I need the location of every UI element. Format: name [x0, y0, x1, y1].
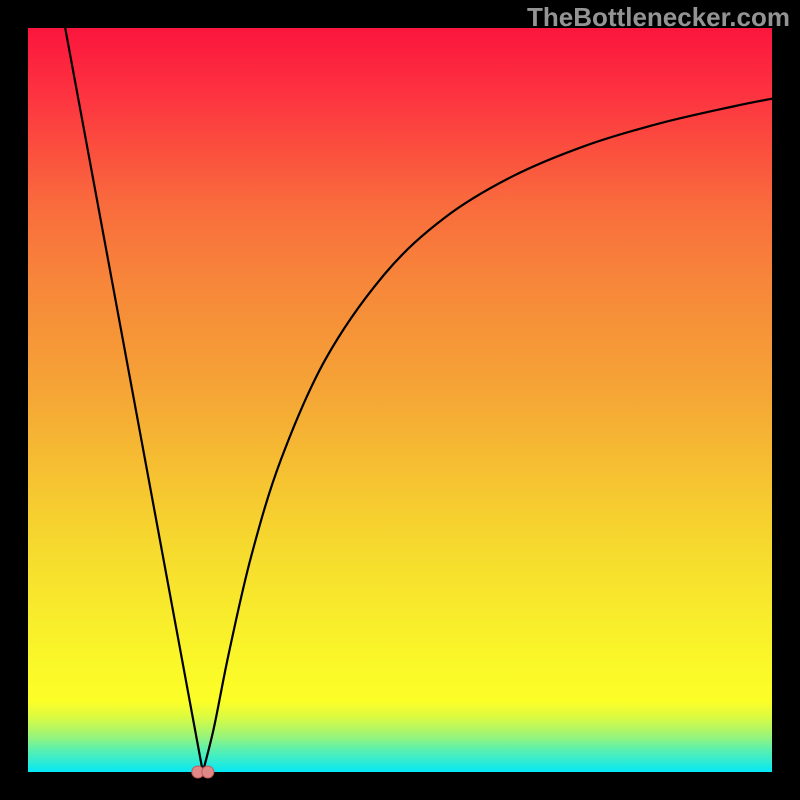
- chart-svg: [0, 0, 800, 800]
- watermark-text: TheBottlenecker.com: [527, 2, 790, 33]
- bottleneck-chart: TheBottlenecker.com: [0, 0, 800, 800]
- plot-background: [28, 28, 772, 772]
